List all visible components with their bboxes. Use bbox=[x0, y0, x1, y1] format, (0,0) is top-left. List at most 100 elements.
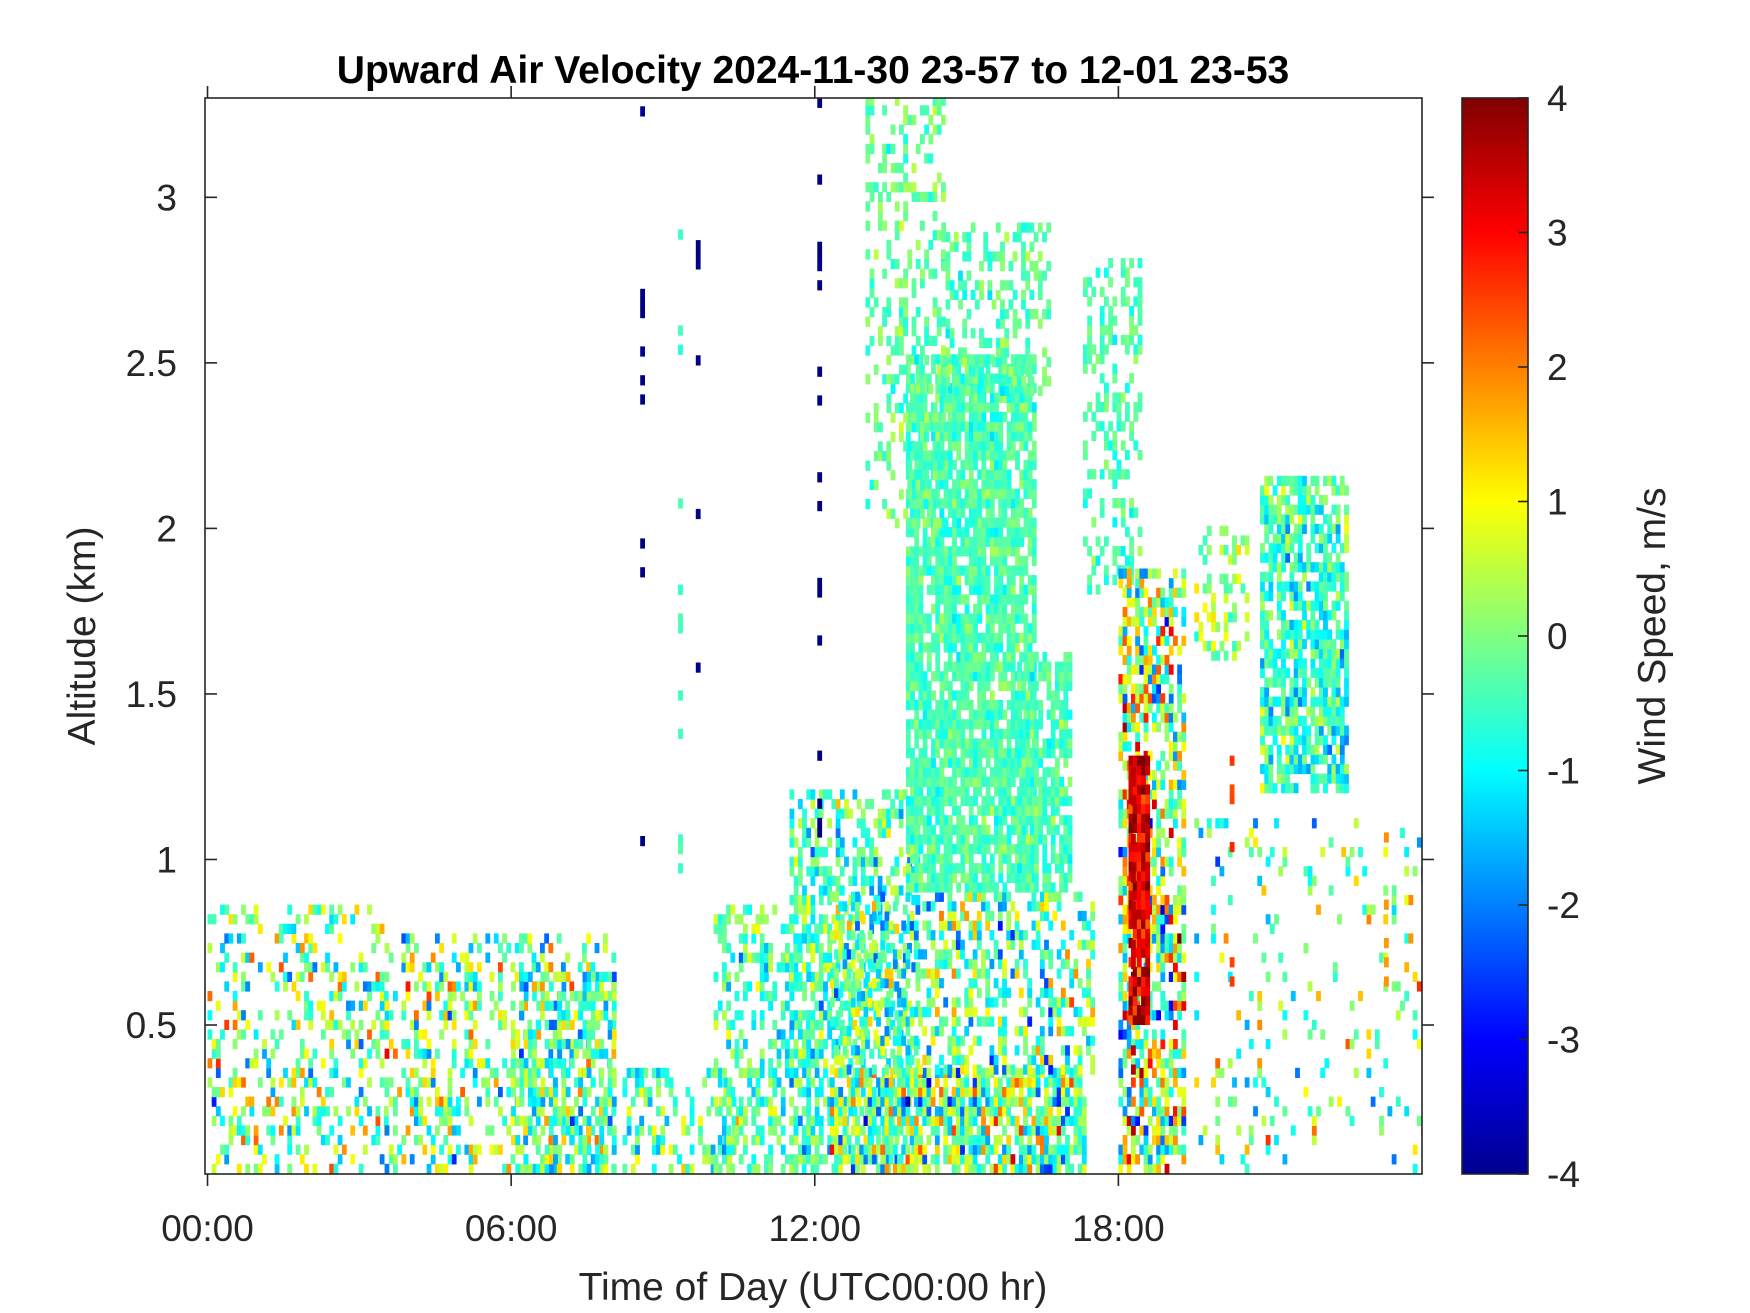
heatmap-cell bbox=[952, 507, 957, 519]
heatmap-cell bbox=[553, 971, 558, 982]
heatmap-cell bbox=[1042, 834, 1048, 845]
heatmap-cell bbox=[1029, 882, 1035, 893]
heatmap-cell bbox=[586, 1115, 592, 1126]
heatmap-cell bbox=[834, 968, 839, 979]
heatmap-cell bbox=[976, 1016, 982, 1027]
heatmap-cell bbox=[910, 623, 915, 634]
heatmap-cell bbox=[855, 1006, 860, 1018]
heatmap-cell bbox=[689, 1115, 695, 1126]
heatmap-cell bbox=[955, 1045, 961, 1056]
heatmap-cell bbox=[962, 357, 968, 368]
heatmap-cell bbox=[1029, 748, 1035, 759]
heatmap-cell bbox=[914, 738, 920, 749]
heatmap-cell bbox=[934, 1006, 940, 1018]
heatmap-cell bbox=[1077, 1064, 1083, 1075]
heatmap-cell bbox=[430, 1144, 436, 1155]
heatmap-cell bbox=[734, 1048, 740, 1059]
heatmap-cell bbox=[918, 575, 924, 586]
heatmap-cell bbox=[548, 962, 554, 973]
heatmap-cell bbox=[603, 933, 608, 944]
heatmap-cell bbox=[905, 661, 911, 672]
heatmap-cell bbox=[898, 808, 904, 819]
heatmap-cell bbox=[865, 991, 870, 1002]
heatmap-cell bbox=[337, 991, 343, 1002]
heatmap-cell bbox=[974, 357, 980, 368]
heatmap-cell bbox=[435, 933, 440, 944]
heatmap-cell bbox=[977, 757, 983, 768]
heatmap-cell bbox=[985, 623, 991, 634]
heatmap-cell bbox=[867, 1115, 873, 1126]
heatmap-cell bbox=[595, 1163, 600, 1174]
heatmap-cell bbox=[918, 450, 924, 461]
heatmap-cell bbox=[939, 498, 945, 509]
heatmap-cell bbox=[952, 776, 957, 787]
heatmap-cell bbox=[968, 517, 974, 528]
heatmap-cell bbox=[548, 1144, 554, 1155]
heatmap-cell bbox=[1090, 997, 1096, 1008]
heatmap-cell bbox=[565, 1125, 571, 1136]
heatmap-cell bbox=[810, 952, 816, 963]
heatmap-cell bbox=[934, 978, 940, 989]
heatmap-cell bbox=[989, 527, 995, 538]
heatmap-cell bbox=[656, 1144, 661, 1155]
heatmap-cell bbox=[818, 962, 824, 973]
heatmap-cell bbox=[935, 479, 941, 490]
heatmap-cell bbox=[561, 1115, 566, 1126]
heatmap-cell bbox=[983, 357, 989, 368]
heatmap-cell bbox=[405, 1087, 411, 1098]
heatmap-cell bbox=[451, 1154, 457, 1165]
heatmap-cell bbox=[498, 981, 503, 992]
heatmap-cell bbox=[951, 1045, 957, 1056]
heatmap-cell bbox=[882, 143, 887, 154]
heatmap-cell bbox=[532, 1106, 537, 1117]
heatmap-cell bbox=[810, 1115, 816, 1126]
heatmap-cell bbox=[232, 1019, 238, 1030]
heatmap-cell bbox=[981, 517, 987, 528]
heatmap-cell bbox=[976, 1144, 982, 1155]
heatmap-cell bbox=[818, 1000, 824, 1011]
heatmap-cell bbox=[1006, 939, 1012, 950]
heatmap-cell bbox=[1039, 891, 1045, 902]
heatmap-cell bbox=[838, 1106, 844, 1117]
heatmap-cell bbox=[823, 923, 828, 934]
heatmap-cell bbox=[802, 895, 807, 906]
heatmap-cell bbox=[329, 904, 335, 915]
heatmap-cell bbox=[910, 354, 915, 365]
heatmap-cell bbox=[603, 1048, 609, 1059]
heatmap-cell bbox=[236, 1010, 242, 1021]
heatmap-cell bbox=[730, 1135, 736, 1146]
heatmap-cell bbox=[270, 1048, 276, 1059]
heatmap-cell bbox=[943, 709, 949, 720]
heatmap-cell bbox=[926, 421, 932, 432]
heatmap-cell bbox=[998, 546, 1004, 557]
heatmap-cell bbox=[985, 613, 991, 624]
heatmap-cell bbox=[952, 517, 957, 528]
heatmap-cell bbox=[789, 818, 795, 829]
heatmap-cell bbox=[1027, 450, 1033, 461]
heatmap-cell bbox=[945, 280, 951, 291]
heatmap-cell bbox=[902, 789, 908, 800]
heatmap-cell bbox=[1073, 891, 1079, 902]
heatmap-cell bbox=[1060, 1077, 1066, 1088]
heatmap-cell bbox=[1014, 1026, 1020, 1037]
heatmap-cell bbox=[245, 952, 251, 963]
heatmap-cell bbox=[1034, 738, 1039, 749]
heatmap-cell bbox=[936, 316, 942, 327]
heatmap-cell bbox=[939, 1054, 944, 1066]
heatmap-cell bbox=[393, 1125, 398, 1136]
heatmap-cell bbox=[993, 978, 999, 989]
heatmap-cell bbox=[928, 114, 934, 126]
heatmap-cell bbox=[1023, 517, 1029, 528]
heatmap-cell bbox=[869, 1048, 875, 1059]
heatmap-cell bbox=[1048, 1106, 1054, 1117]
heatmap-cell bbox=[498, 1087, 503, 1098]
heatmap-cell bbox=[1015, 642, 1020, 653]
heatmap-cell bbox=[1023, 1125, 1028, 1136]
heatmap-cell bbox=[1029, 805, 1035, 816]
heatmap-cell bbox=[540, 1058, 546, 1069]
heatmap-cell bbox=[979, 376, 984, 387]
heatmap-cell bbox=[926, 796, 932, 807]
heatmap-cell bbox=[960, 719, 966, 730]
heatmap-cell bbox=[907, 923, 912, 934]
heatmap-cell bbox=[943, 469, 949, 480]
